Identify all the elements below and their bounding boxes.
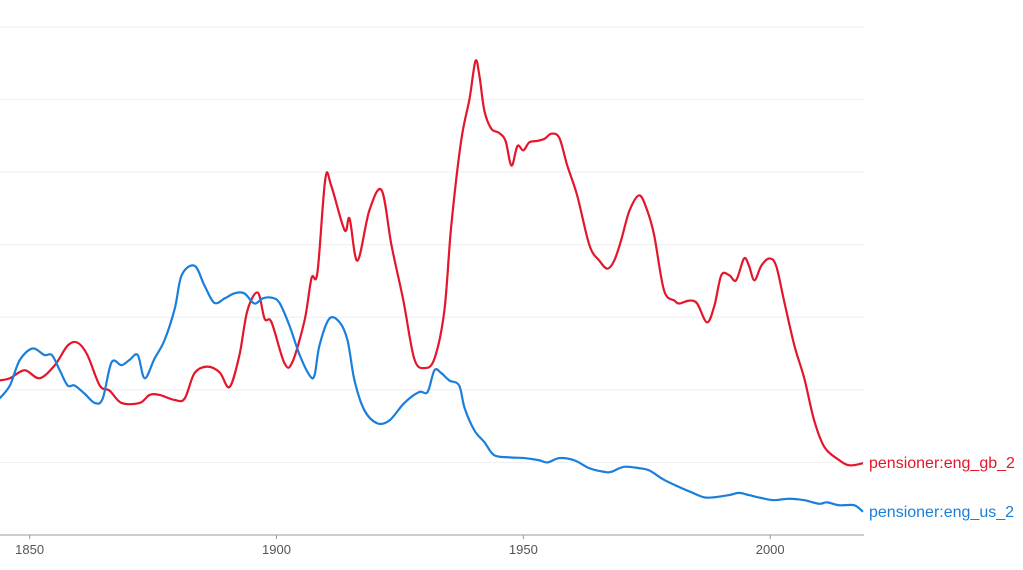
legend: pensioner:eng_gb_2 pensioner:eng_us_2 <box>869 455 1015 521</box>
legend-label-us[interactable]: pensioner:eng_us_2 <box>869 504 1014 521</box>
series-lines <box>0 59 864 513</box>
series-line-gb[interactable] <box>0 59 864 467</box>
x-axis-ticks: 1850 1900 1950 2000 <box>15 542 784 557</box>
gridlines <box>0 26 864 539</box>
legend-label-gb[interactable]: pensioner:eng_gb_2 <box>869 455 1015 472</box>
x-tick-label: 2000 <box>756 542 785 557</box>
x-tick-label: 1950 <box>509 542 538 557</box>
x-tick-label: 1900 <box>262 542 291 557</box>
x-tick-label: 1850 <box>15 542 44 557</box>
series-line-us[interactable] <box>0 264 864 513</box>
